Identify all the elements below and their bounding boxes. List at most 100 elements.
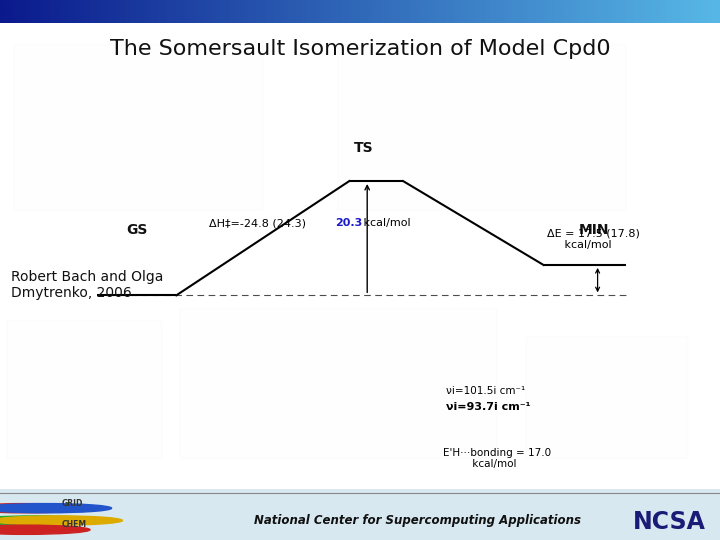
Bar <box>364 0 368 23</box>
Bar <box>144 0 148 23</box>
Bar <box>666 0 670 23</box>
Bar <box>338 45 626 210</box>
Bar <box>698 0 703 23</box>
Bar <box>7 321 162 458</box>
Bar <box>702 0 706 23</box>
Bar <box>288 0 292 23</box>
Bar <box>112 0 116 23</box>
Bar <box>421 0 426 23</box>
Bar <box>716 0 720 23</box>
Bar <box>90 0 94 23</box>
Bar <box>428 0 433 23</box>
Bar <box>511 0 516 23</box>
Bar <box>623 0 627 23</box>
Bar <box>572 0 577 23</box>
Bar <box>94 0 98 23</box>
Bar <box>331 0 336 23</box>
Bar <box>58 0 62 23</box>
Bar <box>65 0 69 23</box>
Bar <box>605 0 609 23</box>
Bar <box>403 0 408 23</box>
Bar <box>446 0 451 23</box>
Bar <box>536 0 541 23</box>
Bar <box>497 0 501 23</box>
Bar <box>569 0 573 23</box>
Bar <box>346 48 634 209</box>
Bar <box>443 0 447 23</box>
Bar <box>263 0 267 23</box>
Bar <box>245 0 249 23</box>
Bar <box>79 0 84 23</box>
Bar <box>158 0 163 23</box>
Bar <box>367 0 372 23</box>
Text: NCSA: NCSA <box>633 510 706 534</box>
Bar <box>180 309 497 458</box>
Bar <box>36 0 40 23</box>
Bar <box>43 0 48 23</box>
Bar <box>266 0 271 23</box>
Bar <box>76 0 80 23</box>
Bar <box>248 0 253 23</box>
Bar <box>252 0 256 23</box>
Text: National Center for Supercomputing Applications: National Center for Supercomputing Appli… <box>254 514 581 527</box>
Bar <box>313 0 318 23</box>
Bar <box>659 0 663 23</box>
Bar <box>47 0 51 23</box>
Bar <box>324 0 328 23</box>
Bar <box>457 0 462 23</box>
Bar <box>518 0 523 23</box>
Bar <box>104 0 109 23</box>
Bar <box>133 0 138 23</box>
Bar <box>655 0 660 23</box>
Bar <box>612 0 616 23</box>
Bar <box>295 0 300 23</box>
Bar <box>644 0 649 23</box>
Bar <box>382 0 386 23</box>
Circle shape <box>0 516 122 525</box>
Bar <box>677 0 681 23</box>
Bar <box>562 0 566 23</box>
Bar <box>356 0 361 23</box>
Bar <box>652 0 656 23</box>
Bar <box>310 0 314 23</box>
Bar <box>14 48 259 209</box>
Bar <box>155 0 159 23</box>
Text: νi=93.7i cm⁻¹: νi=93.7i cm⁻¹ <box>446 402 531 412</box>
Bar <box>54 0 58 23</box>
Bar <box>454 0 458 23</box>
Bar <box>7 0 12 23</box>
Bar <box>14 0 19 23</box>
Bar <box>166 0 170 23</box>
Bar <box>220 0 224 23</box>
Bar <box>371 0 375 23</box>
Bar <box>97 0 102 23</box>
Bar <box>544 0 548 23</box>
Bar <box>14 45 263 210</box>
Circle shape <box>0 516 101 525</box>
Bar <box>101 0 105 23</box>
Bar <box>148 0 152 23</box>
Bar <box>130 0 134 23</box>
Bar <box>637 0 642 23</box>
Bar <box>601 0 606 23</box>
Bar <box>29 0 33 23</box>
Bar <box>302 0 307 23</box>
Bar <box>227 0 231 23</box>
Bar <box>374 0 379 23</box>
Bar <box>349 0 354 23</box>
Bar <box>691 0 696 23</box>
Bar <box>526 0 530 23</box>
Bar <box>468 0 472 23</box>
Bar <box>0 0 4 23</box>
Bar <box>493 0 498 23</box>
Bar <box>140 0 145 23</box>
Text: E'H···bonding = 17.0
         kcal/mol: E'H···bonding = 17.0 kcal/mol <box>443 448 551 469</box>
Bar <box>180 0 184 23</box>
Text: ΔH‡=-24.8 (24.3): ΔH‡=-24.8 (24.3) <box>209 218 310 228</box>
Bar <box>526 338 688 458</box>
Bar <box>360 0 364 23</box>
Bar <box>241 0 246 23</box>
Bar <box>119 0 123 23</box>
Bar <box>238 0 242 23</box>
Bar <box>378 0 382 23</box>
